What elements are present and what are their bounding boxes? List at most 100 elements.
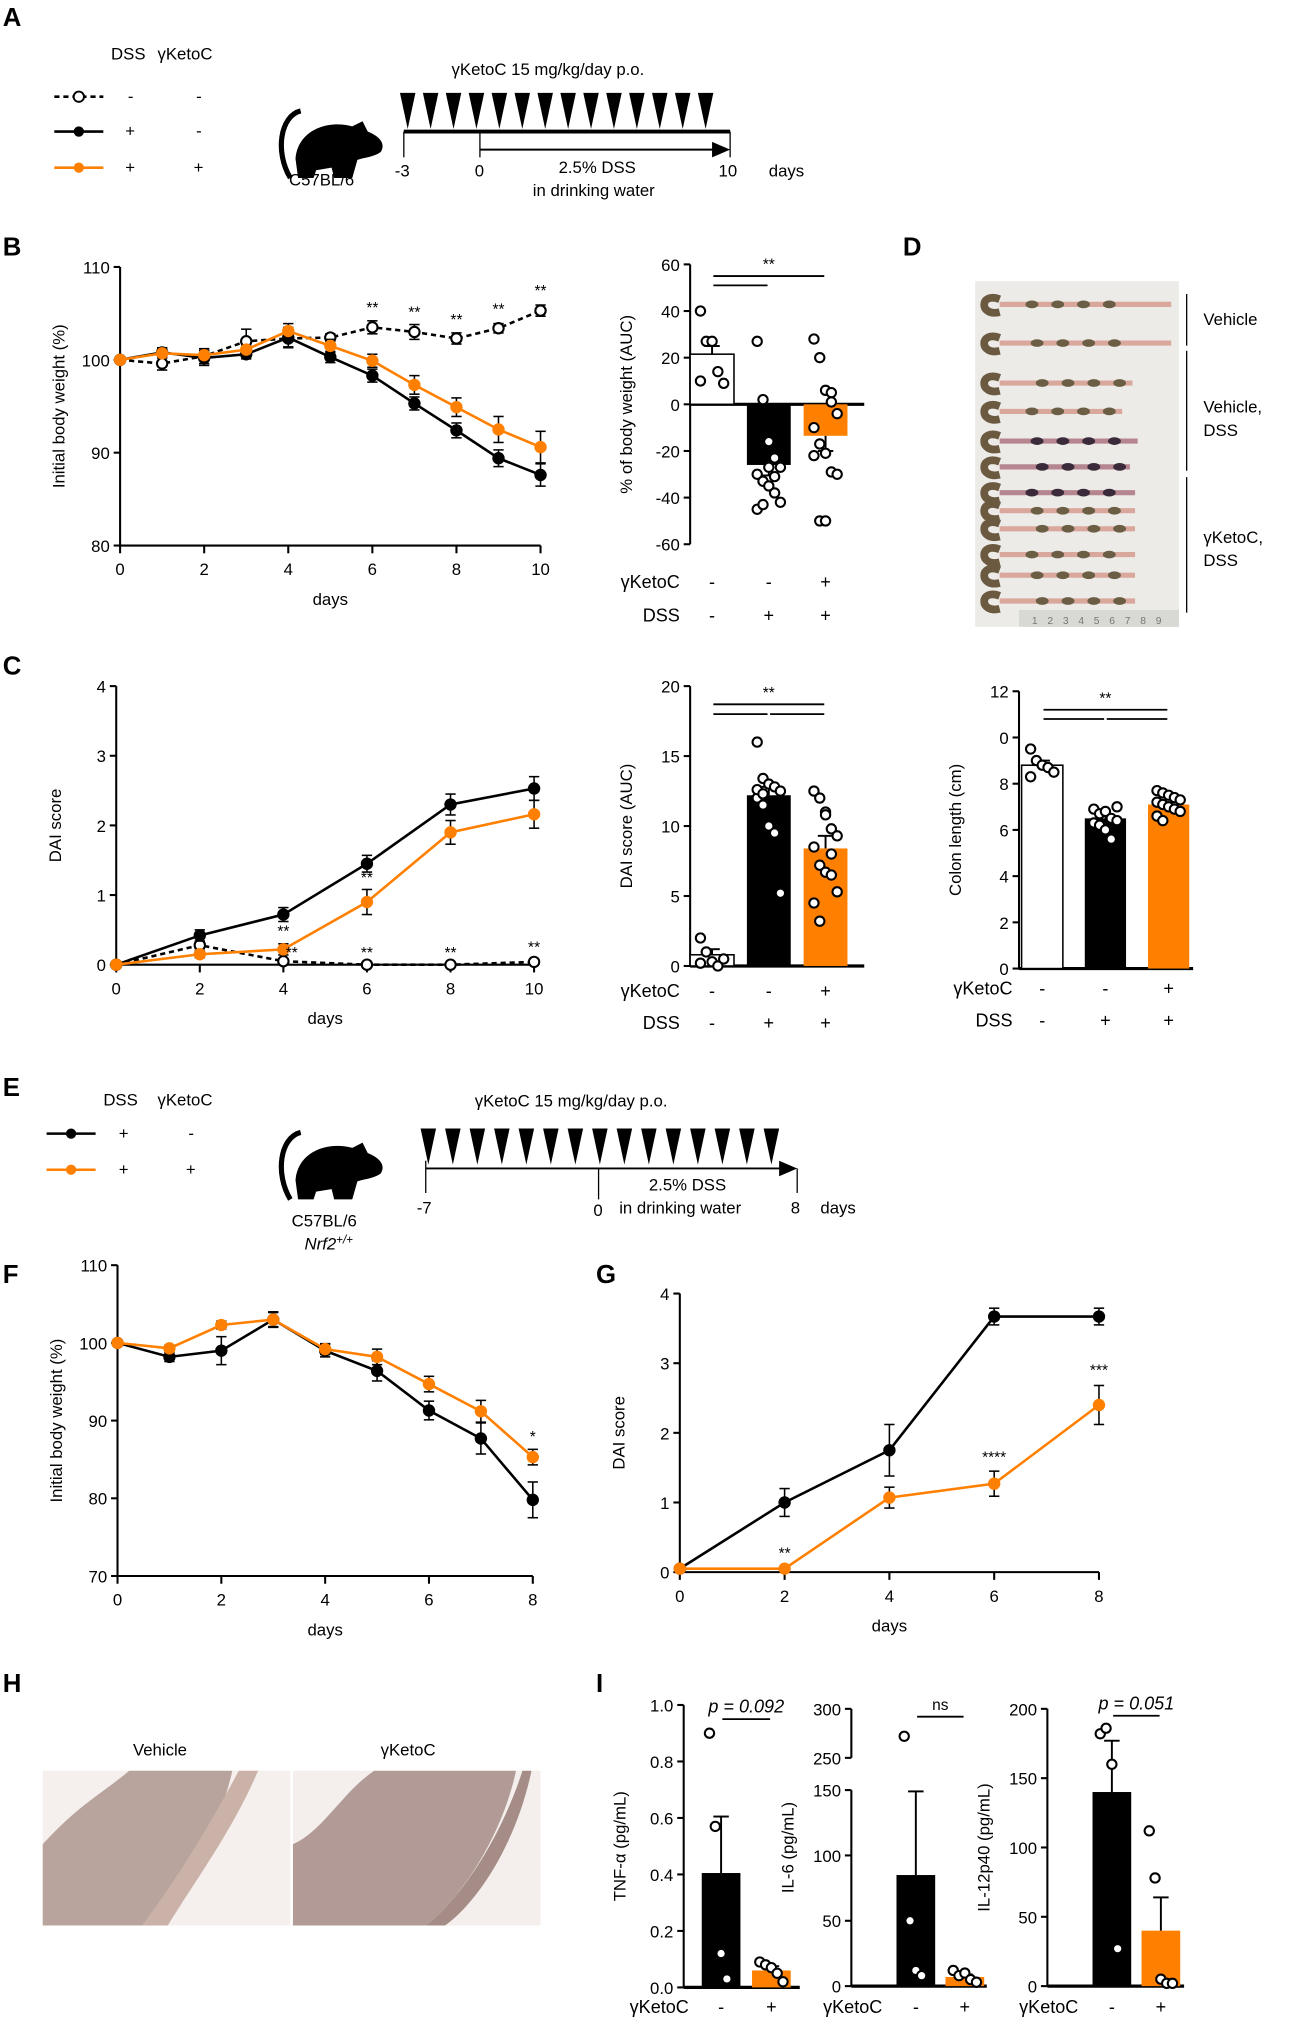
y-tick-label: 4 — [97, 678, 106, 697]
bar-group — [752, 1956, 791, 1988]
data-point — [408, 325, 421, 339]
y-axis-label: Initial body weight (%) — [50, 324, 69, 488]
data-point — [492, 452, 505, 465]
data-dot — [808, 421, 820, 434]
row-value: + — [764, 606, 775, 626]
ruler-tick-label: 7 — [1125, 616, 1131, 627]
y-tick-label: 0 — [999, 729, 1008, 748]
data-point — [450, 332, 463, 345]
y-tick-label: 4 — [999, 868, 1008, 887]
colon-stool — [1082, 506, 1096, 515]
colon-stool — [1113, 597, 1127, 605]
dose-triangle-icon — [468, 92, 485, 129]
dose-triangle-icon — [583, 92, 599, 129]
days-label: days — [769, 162, 804, 181]
x-axis-label: days — [307, 1620, 342, 1639]
bar — [1147, 804, 1190, 969]
significance-label: ** — [408, 305, 420, 322]
y-tick-label: 90 — [89, 1412, 108, 1431]
x-tick-label: 0 — [112, 979, 121, 998]
row-value: - — [718, 1997, 724, 2017]
data-point — [474, 1432, 488, 1445]
significance-label: ** — [277, 924, 289, 941]
data-dot — [712, 960, 724, 972]
data-point — [1092, 1398, 1106, 1412]
bar-chart-D-colon: 0 2 4 6 8 0 12 Colon length (cm) ** γKetoC - - + DSS -… — [946, 683, 1194, 1031]
data-dot — [814, 351, 826, 364]
dose-triangle-icon — [674, 92, 691, 129]
data-dot — [757, 393, 769, 406]
y-tick-label: -40 — [656, 489, 680, 508]
y-tick-label: 90 — [91, 444, 110, 463]
colon-stool — [1087, 462, 1101, 471]
series-dss-ketoc- — [110, 775, 541, 971]
colon-stool — [1087, 597, 1101, 605]
genotype: Nrf2+/+ — [305, 1233, 354, 1253]
dose-triangle-icon — [537, 92, 553, 129]
y-tick-label: 150 — [813, 1782, 841, 1801]
row-value: + — [820, 606, 831, 626]
significance-label: ** — [450, 312, 462, 329]
significance-label: *** — [1090, 1362, 1108, 1379]
legend-ketoc-value: + — [186, 1160, 196, 1179]
legend-dss-value: + — [125, 122, 135, 141]
ruler-tick-label: 8 — [1140, 616, 1146, 627]
data-point — [778, 1562, 791, 1575]
bar — [1084, 818, 1127, 969]
row-value: - — [709, 981, 715, 1001]
data-dot — [1111, 1943, 1124, 1955]
dose-triangle-icon — [629, 92, 645, 129]
y-tick-label: 0 — [832, 1978, 841, 1997]
day-label: 10 — [719, 162, 738, 181]
bar-group — [803, 785, 848, 966]
data-point — [673, 1562, 687, 1575]
legend-dss: + - — [46, 1124, 194, 1143]
bar-group — [701, 1727, 741, 1988]
colon-stool — [1107, 506, 1121, 515]
colon-stool — [1082, 437, 1096, 445]
data-point — [113, 353, 127, 367]
data-point — [111, 1336, 124, 1350]
y-tick-label: 150 — [1009, 1770, 1037, 1789]
data-dot — [808, 897, 820, 909]
dose-triangle-icon — [420, 1128, 437, 1165]
data-dot — [1149, 1872, 1161, 1884]
day-label: 8 — [791, 1199, 800, 1218]
data-dot — [1174, 794, 1186, 806]
day-label: -7 — [417, 1199, 432, 1218]
colon-stool — [1082, 571, 1096, 580]
data-dot — [1100, 1722, 1112, 1734]
x-tick-label: 10 — [531, 560, 550, 579]
line-chart-F-weight: 70 80 90 100 110 0 2 4 6 8 days Initial body weight… — [47, 1257, 539, 1639]
data-dot — [717, 953, 730, 965]
data-dot — [694, 305, 707, 317]
colon-stool — [1061, 524, 1075, 533]
data-point — [110, 958, 123, 971]
data-point — [360, 958, 374, 971]
colon-stool — [1056, 506, 1070, 515]
colon-stool — [1035, 524, 1049, 533]
scheme-e: DSS γKetoC + - + + C57BL/6 Nrf2+/+ γKeto… — [46, 1090, 856, 1254]
y-tick-label: 3 — [660, 1355, 669, 1374]
colon-stool — [1035, 597, 1049, 605]
x-tick-label: 8 — [446, 979, 455, 998]
colon-stool — [1102, 488, 1116, 497]
y-tick-label: 200 — [1009, 1700, 1037, 1719]
x-tick-label: 10 — [525, 979, 544, 998]
ruler-tick-label: 5 — [1094, 616, 1100, 627]
group-label: γKetoC, — [1203, 528, 1263, 547]
data-dot — [825, 823, 838, 835]
row-label: γKetoC — [953, 978, 1012, 998]
row-value: + — [960, 1997, 971, 2017]
data-dot — [763, 461, 775, 473]
dose-triangle-icon — [469, 1128, 486, 1165]
y-axis-label: TNF-α (pg/mL) — [611, 1791, 630, 1901]
dose-triangle-icon — [592, 1128, 608, 1165]
row-value: + — [1163, 978, 1174, 998]
data-dot — [721, 1973, 733, 1985]
data-dot — [1105, 833, 1117, 845]
series-dss-ketoc- — [111, 1311, 539, 1466]
data-dot — [751, 335, 763, 348]
dose-triangles — [399, 92, 714, 129]
